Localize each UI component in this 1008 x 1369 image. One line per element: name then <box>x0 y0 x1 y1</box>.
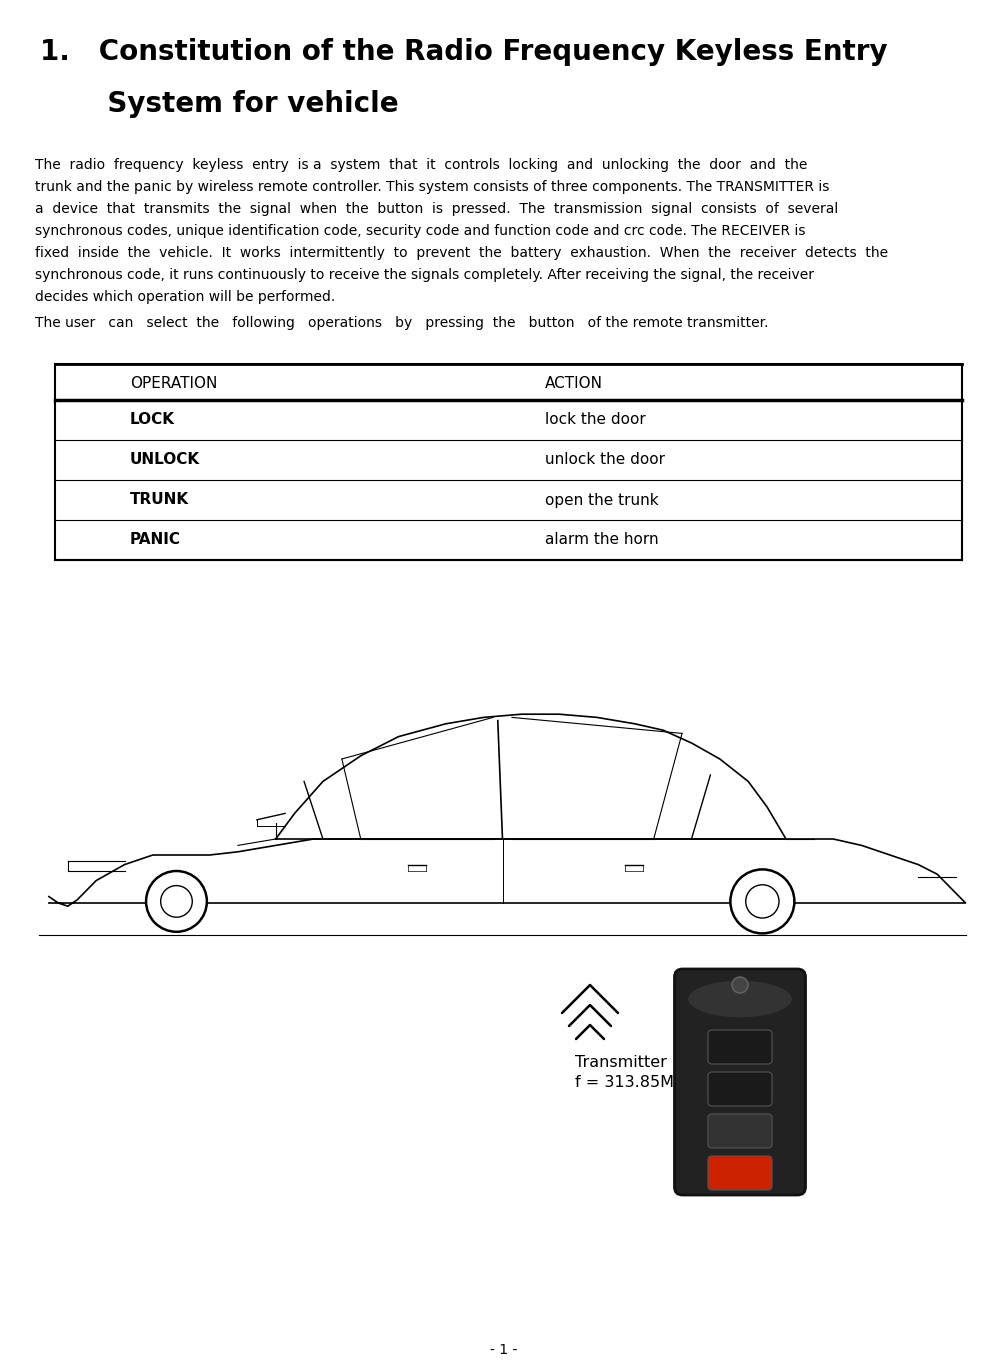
Circle shape <box>146 871 207 932</box>
Text: synchronous codes, unique identification code, security code and function code a: synchronous codes, unique identification… <box>35 225 805 238</box>
FancyBboxPatch shape <box>708 1072 772 1106</box>
Text: - 1 -: - 1 - <box>490 1343 518 1357</box>
Text: Transmitter: Transmitter <box>575 1055 667 1071</box>
Text: The user   can   select  the   following   operations   by   pressing  the   but: The user can select the following operat… <box>35 316 768 330</box>
Text: System for vehicle: System for vehicle <box>40 90 398 118</box>
FancyBboxPatch shape <box>708 1029 772 1064</box>
Ellipse shape <box>687 980 792 1019</box>
FancyBboxPatch shape <box>708 1114 772 1149</box>
Bar <box>55 364 962 560</box>
Text: alarm the horn: alarm the horn <box>545 533 658 548</box>
Circle shape <box>732 977 748 993</box>
Text: 1.   Constitution of the Radio Frequency Keyless Entry: 1. Constitution of the Radio Frequency K… <box>40 38 888 66</box>
Text: decides which operation will be performed.: decides which operation will be performe… <box>35 290 336 304</box>
Text: a  device  that  transmits  the  signal  when  the  button  is  pressed.  The  t: a device that transmits the signal when … <box>35 203 839 216</box>
Text: The  radio  frequency  keyless  entry  is a  system  that  it  controls  locking: The radio frequency keyless entry is a s… <box>35 157 807 172</box>
Text: open the trunk: open the trunk <box>545 493 658 508</box>
Text: f = 313.85MHz: f = 313.85MHz <box>575 1075 695 1090</box>
Text: synchronous code, it runs continuously to receive the signals completely. After : synchronous code, it runs continuously t… <box>35 268 814 282</box>
Text: UNLOCK: UNLOCK <box>130 453 201 467</box>
Text: fixed  inside  the  vehicle.  It  works  intermittently  to  prevent  the  batte: fixed inside the vehicle. It works inter… <box>35 246 888 260</box>
Text: TRUNK: TRUNK <box>130 493 190 508</box>
Text: lock the door: lock the door <box>545 412 646 427</box>
Text: ACTION: ACTION <box>545 375 603 390</box>
Circle shape <box>731 869 794 934</box>
Circle shape <box>746 884 779 919</box>
FancyBboxPatch shape <box>674 969 805 1195</box>
Text: PANIC: PANIC <box>130 533 181 548</box>
Text: trunk and the panic by wireless remote controller. This system consists of three: trunk and the panic by wireless remote c… <box>35 179 830 194</box>
Text: unlock the door: unlock the door <box>545 453 665 467</box>
Text: LOCK: LOCK <box>130 412 175 427</box>
FancyBboxPatch shape <box>708 1155 772 1190</box>
Circle shape <box>160 886 193 917</box>
Text: OPERATION: OPERATION <box>130 375 218 390</box>
